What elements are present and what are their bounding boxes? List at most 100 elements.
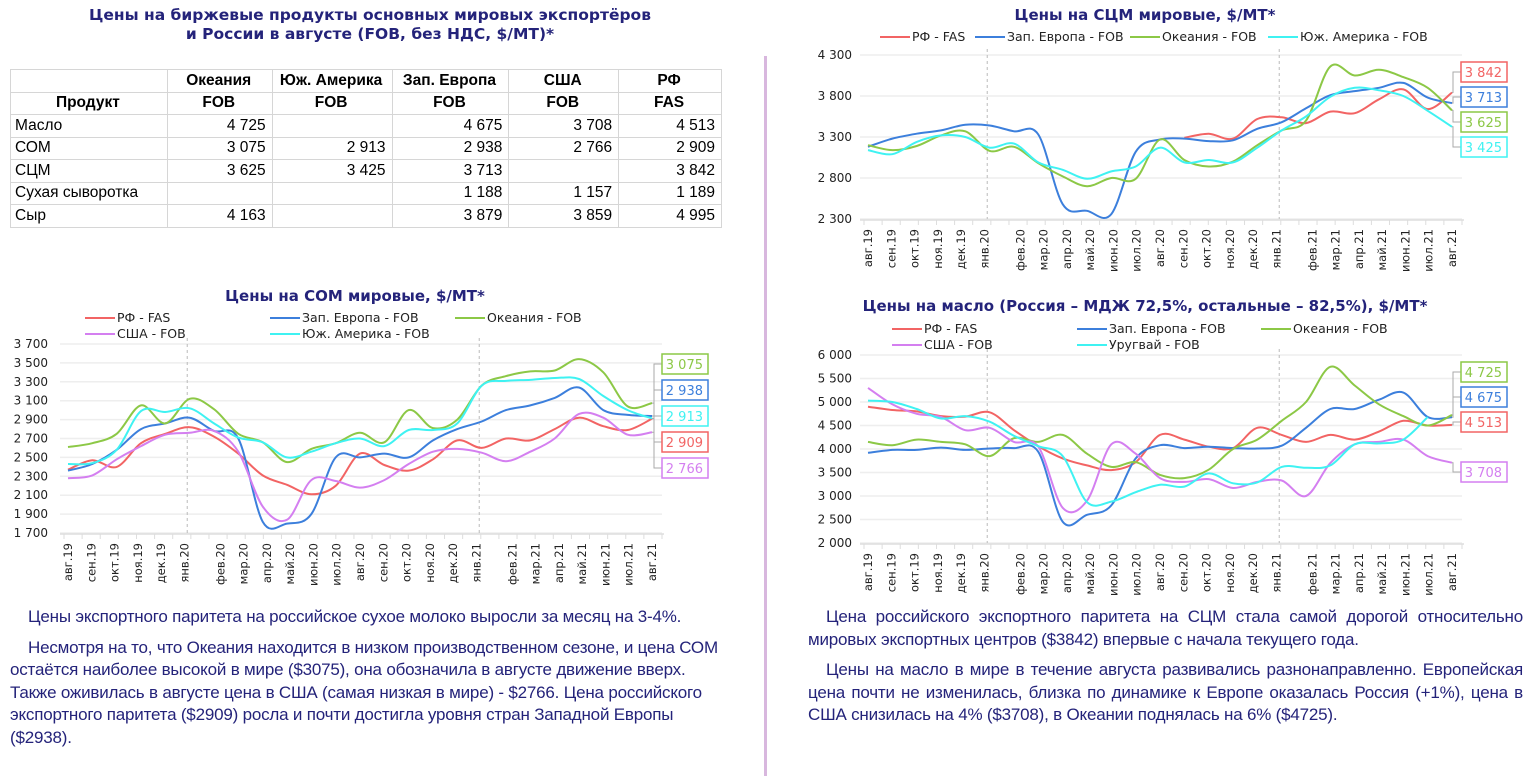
x-tick-label: дек.20 (1246, 229, 1260, 269)
price-cell (508, 159, 620, 183)
end-label-connector (1452, 462, 1461, 473)
end-label-value: 2 766 (666, 462, 703, 477)
y-tick-label: 3 500 (14, 356, 48, 370)
x-tick-label: май.21 (1375, 553, 1389, 595)
legend-label: Юж. Америка - FOB (1300, 29, 1428, 44)
header-cell: США (508, 69, 620, 93)
y-tick-label: 6 000 (818, 348, 852, 362)
x-tick-label: май.21 (1375, 229, 1389, 271)
price-cell: 3 859 (508, 204, 620, 228)
x-tick-label: июл.21 (1422, 229, 1436, 272)
x-tick-label: фев.20 (213, 543, 227, 585)
price-cell: 3 708 (508, 114, 620, 138)
table-row: СОМ 3 075 2 913 2 938 2 766 2 909 (10, 136, 722, 160)
end-label-box (661, 405, 709, 427)
end-label-box (661, 379, 709, 401)
series-line-rf (1184, 88, 1453, 141)
legend-item: Юж. Америка - FOB (1268, 29, 1428, 44)
legend-item: США - FOB (85, 326, 186, 341)
legend-item: РФ - FAS (892, 321, 977, 336)
legend-swatch (892, 327, 922, 330)
table-row: СЦМ 3 625 3 425 3 713 3 842 (10, 159, 722, 183)
x-tick-label: сен.19 (84, 543, 98, 582)
product-name-cell: СОМ (10, 136, 168, 160)
butter-price-chart: Цены на масло (Россия – МДЖ 72,5%, остал… (800, 292, 1533, 602)
x-tick-label: июл.20 (330, 543, 344, 586)
y-tick-label: 2 700 (14, 432, 48, 446)
price-cell (271, 204, 393, 228)
x-tick-label: янв.20 (177, 543, 191, 583)
x-tick-label: ноя.19 (131, 543, 145, 583)
commentary-left: Цены экспортного паритета на российское … (10, 606, 723, 757)
legend-swatch (270, 316, 300, 319)
price-cell: 4 995 (618, 204, 722, 228)
end-label-value: 3 842 (1465, 66, 1502, 81)
x-tick-label: дек.19 (954, 229, 968, 269)
header-cell: РФ (618, 69, 722, 93)
legend-label: РФ - FAS (924, 321, 978, 336)
x-tick-label: сен.20 (1176, 553, 1190, 592)
y-tick-label: 2 800 (818, 171, 852, 185)
legend-item: РФ - FAS (880, 29, 965, 44)
price-cell: 4 163 (166, 204, 273, 228)
legend-swatch (1077, 327, 1107, 330)
y-tick-label: 2 300 (14, 469, 48, 483)
series-line-oceania (67, 358, 653, 464)
series-line-sa (867, 86, 1453, 180)
x-tick-label: дек.19 (954, 553, 968, 593)
header-cell: FOB (508, 91, 620, 115)
end-label-connector (1452, 371, 1461, 416)
end-label-connector (1452, 109, 1461, 123)
x-tick-label: июн.21 (598, 543, 612, 586)
x-tick-label: янв.21 (1269, 229, 1283, 269)
x-tick-label: апр.21 (552, 543, 566, 583)
series-line-sa (867, 399, 1429, 507)
price-cell: 3 842 (618, 159, 722, 183)
end-label-value: 2 909 (666, 436, 703, 451)
x-tick-label: дек.19 (154, 543, 168, 583)
x-tick-label: ноя.20 (1223, 229, 1237, 269)
legend-label: РФ - FAS (117, 310, 171, 325)
x-tick-label: апр.21 (1352, 553, 1366, 593)
y-tick-label: 3 800 (818, 89, 852, 103)
x-tick-label: янв.20 (977, 229, 991, 269)
legend-label: Океания - FOB (487, 310, 582, 325)
end-label-value: 4 725 (1465, 366, 1502, 381)
header-cell: FOB (166, 91, 273, 115)
x-tick-label: май.20 (1083, 553, 1097, 595)
end-label-box (1460, 61, 1508, 83)
x-tick-label: сен.19 (884, 229, 898, 268)
end-label-connector (652, 431, 662, 469)
y-tick-label: 4 000 (818, 442, 852, 456)
legend-label: Океания - FOB (1293, 321, 1388, 336)
x-tick-label: июн.21 (1398, 553, 1412, 596)
y-tick-label: 3 000 (818, 489, 852, 503)
legend-swatch (455, 316, 485, 319)
legend-item: Уругвай - FOB (1077, 337, 1200, 352)
table-title-line2: и России в августе (FOB, без НДС, $/MT)* (185, 25, 555, 43)
x-tick-label: фев.21 (1305, 229, 1319, 271)
price-cell: 2 766 (508, 136, 620, 160)
x-tick-label: июл.21 (622, 543, 636, 586)
end-label-box (1460, 136, 1508, 158)
legend-label: США - FOB (924, 337, 993, 352)
x-tick-label: авг.20 (353, 543, 367, 581)
x-tick-label: май.21 (575, 543, 589, 585)
x-tick-label: окт.20 (1200, 229, 1214, 268)
header-cell: Продукт (10, 91, 168, 115)
end-label-box (1460, 461, 1508, 483)
x-tick-label: фев.21 (1305, 553, 1319, 595)
price-cell: 1 189 (618, 181, 722, 205)
paragraph: Цена российского экспортного паритета на… (808, 607, 1523, 649)
legend-label: Зап. Европа - FOB (1109, 321, 1226, 336)
chart-title: Цены на СЦМ мировые, $/MT* (1014, 6, 1276, 24)
price-cell: 3 713 (391, 159, 510, 183)
end-label-connector (652, 415, 662, 419)
x-tick-label: ноя.19 (931, 553, 945, 593)
legend-item: РФ - FAS (85, 310, 170, 325)
x-tick-label: июл.20 (1130, 229, 1144, 272)
x-tick-label: мар.20 (237, 543, 251, 584)
x-tick-label: мар.21 (529, 543, 543, 584)
price-cell: 4 513 (618, 114, 722, 138)
x-tick-label: июн.20 (1106, 229, 1120, 272)
